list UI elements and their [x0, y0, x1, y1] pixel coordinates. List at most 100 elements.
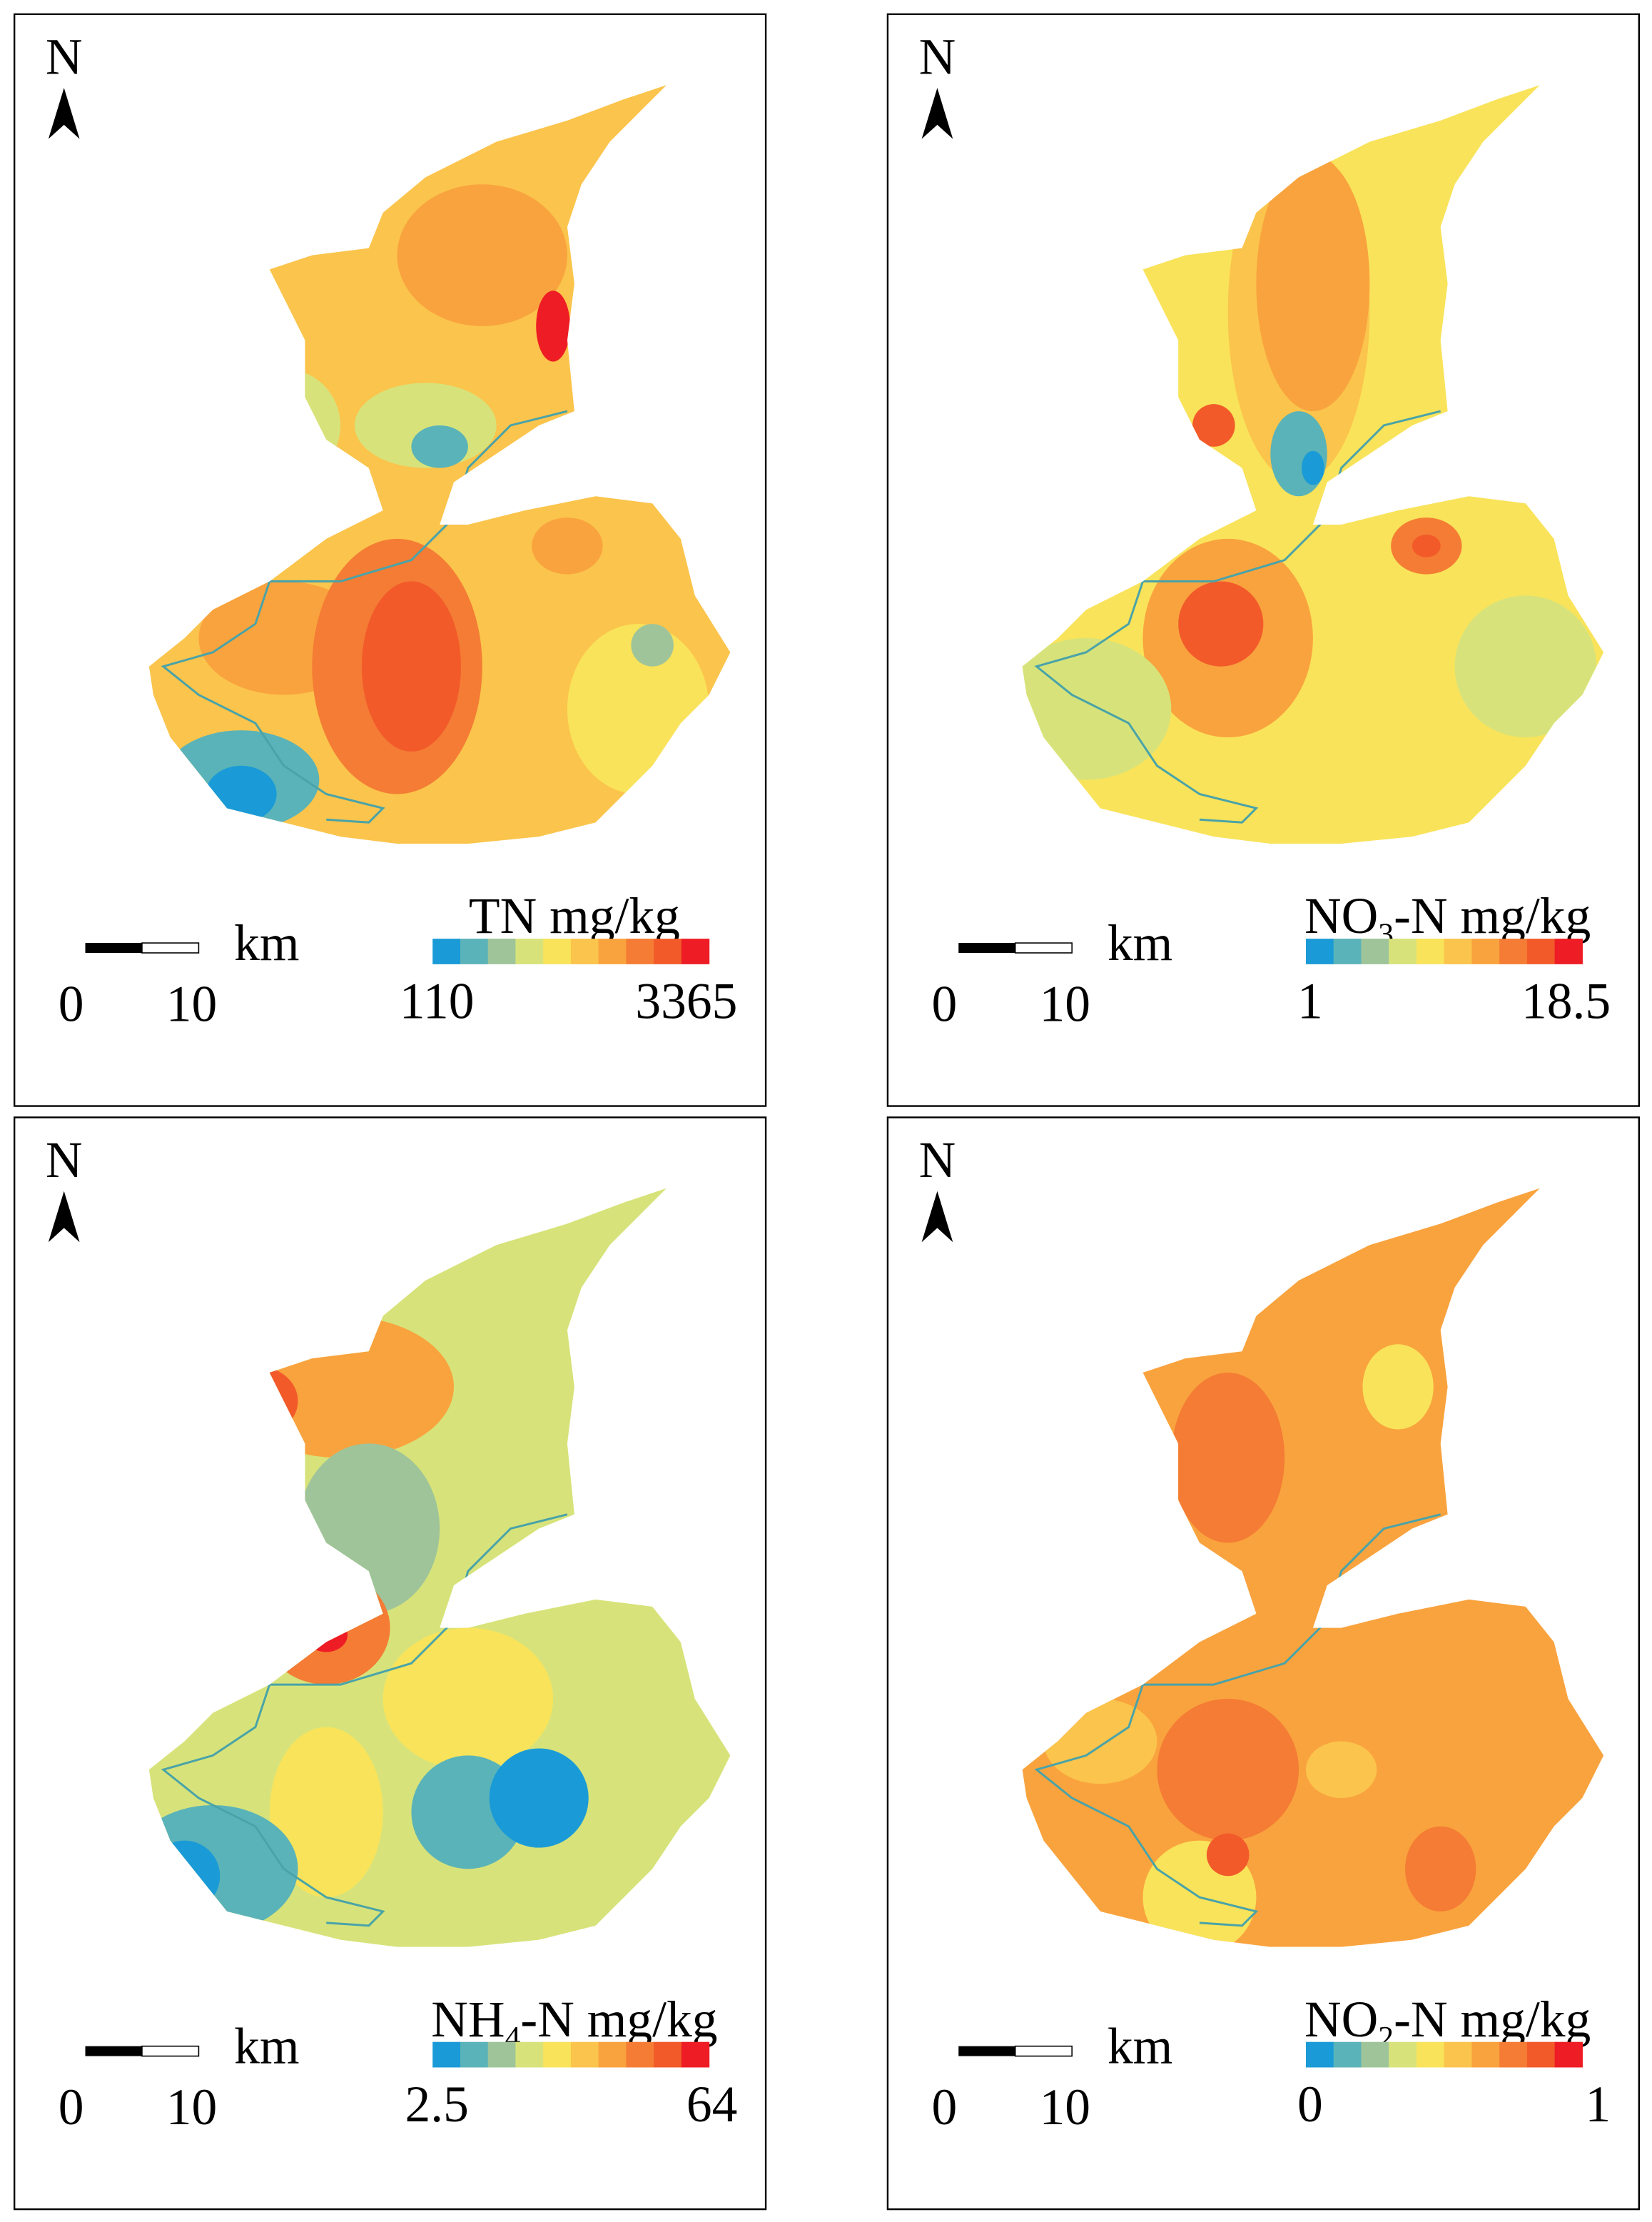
legend-max: 1 — [1585, 2076, 1611, 2133]
map-zone — [1412, 534, 1441, 557]
legend-title-base: NH — [431, 1991, 505, 2048]
map-zone — [631, 624, 674, 667]
legend-swatch — [432, 2041, 461, 2068]
legend-swatch — [1361, 2041, 1389, 2068]
map-zone — [411, 425, 468, 468]
map-zone — [1405, 1826, 1476, 1912]
north-arrow — [921, 88, 953, 139]
legend-max: 64 — [686, 2076, 738, 2133]
scale-unit: km — [1108, 2019, 1172, 2075]
legend-swatch — [1499, 2041, 1528, 2068]
legend-swatch — [1389, 2041, 1417, 2068]
scale-bar-black — [85, 2046, 142, 2056]
legend-swatch — [515, 2041, 544, 2068]
legend-swatch — [654, 2041, 682, 2068]
legend-swatch — [1471, 2041, 1500, 2068]
legend-swatch — [1526, 939, 1556, 964]
scale-unit: km — [234, 2019, 299, 2075]
legend-swatch — [487, 939, 517, 964]
legend-swatch — [1305, 939, 1334, 964]
map-zone — [397, 184, 567, 326]
map-zone — [1305, 1741, 1377, 1799]
legend-title-rest: -N mg/kg — [520, 1991, 717, 2048]
map-panel: Nkm 0 10 TN mg/kg 110 3365 — [13, 13, 767, 1107]
legend-swatch — [460, 939, 489, 964]
north-label: N — [919, 29, 956, 85]
scale-label: 10 — [166, 976, 217, 1032]
map-zone — [532, 517, 603, 575]
legend-swatch — [570, 939, 599, 964]
scale-bar-white — [1014, 942, 1073, 954]
legend-min: 110 — [400, 973, 475, 1029]
scale-label: 10 — [166, 2079, 217, 2136]
scale-label: 10 — [1039, 976, 1090, 1032]
legend-swatch — [1305, 2041, 1334, 2068]
legend-swatch — [681, 2041, 710, 2068]
scale-unit: km — [1108, 915, 1172, 971]
scale-label: 10 — [1039, 2079, 1090, 2136]
map-zone — [1256, 156, 1370, 412]
legend-swatch — [1554, 2041, 1583, 2068]
legend-swatch — [1416, 939, 1445, 964]
scale-label: 0 — [932, 976, 958, 1032]
north-arrow — [921, 1191, 953, 1243]
north-label: N — [919, 1132, 956, 1188]
north-label: N — [46, 1132, 83, 1188]
legend-swatch — [1499, 939, 1528, 964]
legend-swatch — [598, 939, 627, 964]
map-panel: Nkm 0 10 NO2-N mg/kg 0 1 — [886, 1116, 1641, 2211]
legend-swatch — [1444, 939, 1472, 964]
map-zone — [1192, 404, 1235, 447]
north-arrow — [48, 88, 80, 139]
map-zone — [1157, 1698, 1299, 1841]
map-zone — [489, 1748, 589, 1848]
legend-title-base: TN mg/kg — [469, 888, 680, 944]
legend-title: NO3-N mg/kg — [1304, 888, 1591, 951]
scale-label: 0 — [59, 976, 84, 1032]
scale-bar-black — [958, 2046, 1015, 2056]
map-zone — [1206, 1833, 1250, 1877]
legend-title: NO2-N mg/kg — [1304, 1991, 1591, 2055]
legend-max: 18.5 — [1521, 973, 1611, 1029]
map-zone — [361, 581, 461, 752]
legend-max: 3365 — [635, 973, 737, 1029]
legend-min: 0 — [1297, 2076, 1323, 2133]
legend-swatch — [1361, 939, 1389, 964]
legend-swatch — [487, 2041, 517, 2068]
legend-swatch — [515, 939, 544, 964]
map-zone — [536, 291, 570, 362]
scale-label: 0 — [932, 2079, 958, 2136]
scale-label: 0 — [59, 2079, 84, 2136]
legend-swatch — [626, 2041, 654, 2068]
scale-bar-white — [1014, 2045, 1073, 2057]
legend-swatch — [543, 2041, 572, 2068]
scale-unit: km — [234, 915, 299, 971]
legend-swatch — [543, 939, 572, 964]
legend-min: 2.5 — [405, 2076, 468, 2133]
legend-swatch — [432, 939, 461, 964]
legend-title: NH4-N mg/kg — [431, 1991, 717, 2055]
map-zone — [269, 1727, 383, 1898]
legend-swatch — [654, 939, 682, 964]
legend-title-base: NO — [1304, 888, 1378, 944]
scale-bar-black — [85, 943, 142, 953]
legend-swatch — [1416, 2041, 1445, 2068]
map-panel: Nkm 0 10 NO3-N mg/kg 1 18.5 — [886, 13, 1641, 1107]
legend-swatch — [460, 2041, 489, 2068]
legend-min: 1 — [1297, 973, 1323, 1029]
legend-swatch — [1554, 939, 1583, 964]
legend-swatch — [1333, 939, 1362, 964]
legend-swatch — [598, 2041, 627, 2068]
map-zone — [1362, 1344, 1434, 1430]
map-zone — [382, 1627, 554, 1770]
legend-swatch — [570, 2041, 599, 2068]
map-zone — [1302, 450, 1324, 485]
legend-title-rest: -N mg/kg — [1394, 1991, 1591, 2048]
scale-bar-white — [141, 2045, 200, 2057]
map-zone — [1171, 1373, 1285, 1543]
legend-swatch — [1333, 2041, 1362, 2068]
legend-swatch — [1471, 939, 1500, 964]
map-zone — [1178, 581, 1264, 667]
map-zone — [1454, 595, 1597, 738]
